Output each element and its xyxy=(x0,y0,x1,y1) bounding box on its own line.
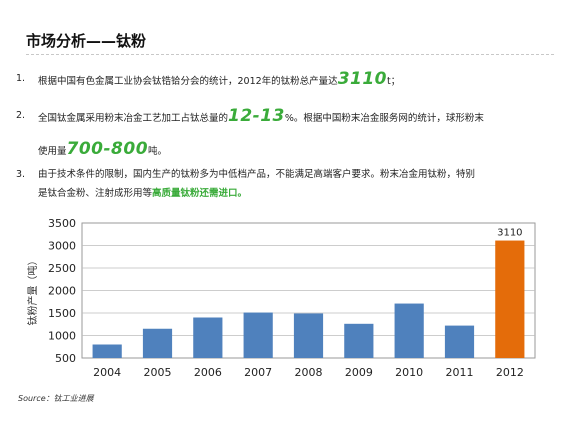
y-tick-label: 500 xyxy=(55,352,76,365)
bar-2012 xyxy=(495,240,525,358)
x-tick-label: 2008 xyxy=(295,366,323,379)
bullet-text-pre: 全国钛金属采用粉末冶金工艺加工占钛总量的 xyxy=(38,113,229,124)
x-tick-label: 2007 xyxy=(244,366,272,379)
highlight-number: 700-800 xyxy=(66,139,149,159)
source-note: Source：钛工业进展 xyxy=(18,394,94,403)
y-tick-label: 1500 xyxy=(48,307,76,320)
y-tick-label: 3000 xyxy=(48,240,76,253)
bar-2008 xyxy=(293,313,324,358)
bar-2011 xyxy=(444,325,475,358)
x-tick-label: 2004 xyxy=(93,366,121,379)
bullet-text: 根据中国有色金属工业协会钛锆铪分会的统计，2012年的钛粉总产量达3110t； xyxy=(38,69,401,89)
x-tick-label: 2009 xyxy=(345,366,373,379)
bullet-text-pre: 是钛合金粉、注射成形用等 xyxy=(38,188,153,199)
x-tick-label: 2006 xyxy=(194,366,222,379)
production-bar-chart: 500 1000 1500 2000 2500 3000 3500 2004 2005 2006 2… xyxy=(26,217,536,379)
x-tick-label: 2012 xyxy=(496,366,524,379)
bullet-text-line-1: 全国钛金属采用粉末冶金工艺加工占钛总量的12-13%。根据中国粉末冶金服务网的统… xyxy=(38,106,484,126)
bullet-number: 3. xyxy=(16,169,26,180)
title-divider xyxy=(26,54,554,55)
highlight-number: 12-13 xyxy=(228,106,285,126)
y-tick-label: 2500 xyxy=(48,262,76,275)
y-axis-label: 钛粉产量（吨） xyxy=(26,256,39,326)
bar-2010 xyxy=(394,303,424,358)
bar-2007 xyxy=(243,312,273,358)
bar-2009 xyxy=(344,323,374,358)
bullet-text-pre: 根据中国有色金属工业协会钛锆铪分会的统计，2012年的钛粉总产量达 xyxy=(38,76,338,87)
bullet-text-line-2: 使用量700-800吨。 xyxy=(38,139,168,159)
bullet-text-line-2: 是钛合金粉、注射成形用等高质量钛粉还需进口。 xyxy=(38,187,247,201)
highlight-text: 高质量钛粉还需进口。 xyxy=(152,188,248,199)
bar-2006 xyxy=(193,317,223,358)
bullet-number: 2. xyxy=(16,110,26,121)
x-tick-label: 2005 xyxy=(144,366,172,379)
bullet-text-line-1: 由于技术条件的限制，国内生产的钛粉多为中低档产品，不能满足高端客户要求。粉末冶金… xyxy=(38,169,476,180)
x-tick-label: 2010 xyxy=(395,366,423,379)
data-label: 3110 xyxy=(497,228,522,239)
y-tick-label: 3500 xyxy=(48,217,76,230)
bar-2005 xyxy=(142,328,173,358)
x-tick-label: 2011 xyxy=(446,366,474,379)
bar-2004 xyxy=(92,344,122,358)
highlight-number: 3110 xyxy=(337,69,388,89)
bullet-text-post: t； xyxy=(387,76,401,87)
page-title: 市场分析——钛粉 xyxy=(26,32,147,50)
bullet-text-post: 吨。 xyxy=(148,146,168,157)
bullet-text-pre: 使用量 xyxy=(38,146,67,157)
y-tick-label: 2000 xyxy=(48,285,76,298)
bullet-text-post: %。根据中国粉末冶金服务网的统计，球形粉末 xyxy=(284,113,484,124)
y-tick-label: 1000 xyxy=(48,330,76,343)
bullet-number: 1. xyxy=(16,73,26,84)
